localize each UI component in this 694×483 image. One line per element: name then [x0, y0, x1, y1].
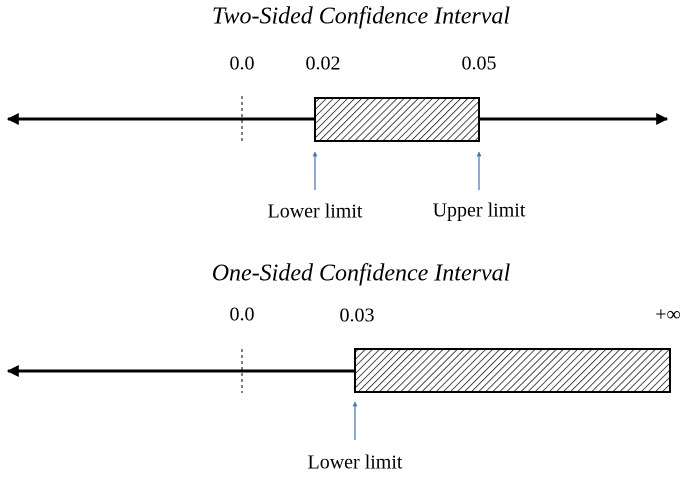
- panel-title: One-Sided Confidence Interval: [212, 261, 511, 287]
- tick-label: +∞: [655, 304, 681, 326]
- tick-label: 0.03: [340, 305, 375, 327]
- interval-box: [354, 348, 671, 393]
- limit-label: Lower limit: [308, 452, 403, 474]
- tick-label: 0.0: [230, 304, 255, 326]
- panel-title: Two-Sided Confidence Interval: [212, 4, 510, 30]
- limit-label: Upper limit: [433, 200, 526, 222]
- tick-label: 0.0: [230, 53, 255, 75]
- limit-label: Lower limit: [268, 201, 363, 223]
- tick-label: 0.05: [462, 53, 497, 75]
- interval-box: [314, 97, 480, 142]
- tick-label: 0.02: [306, 53, 341, 75]
